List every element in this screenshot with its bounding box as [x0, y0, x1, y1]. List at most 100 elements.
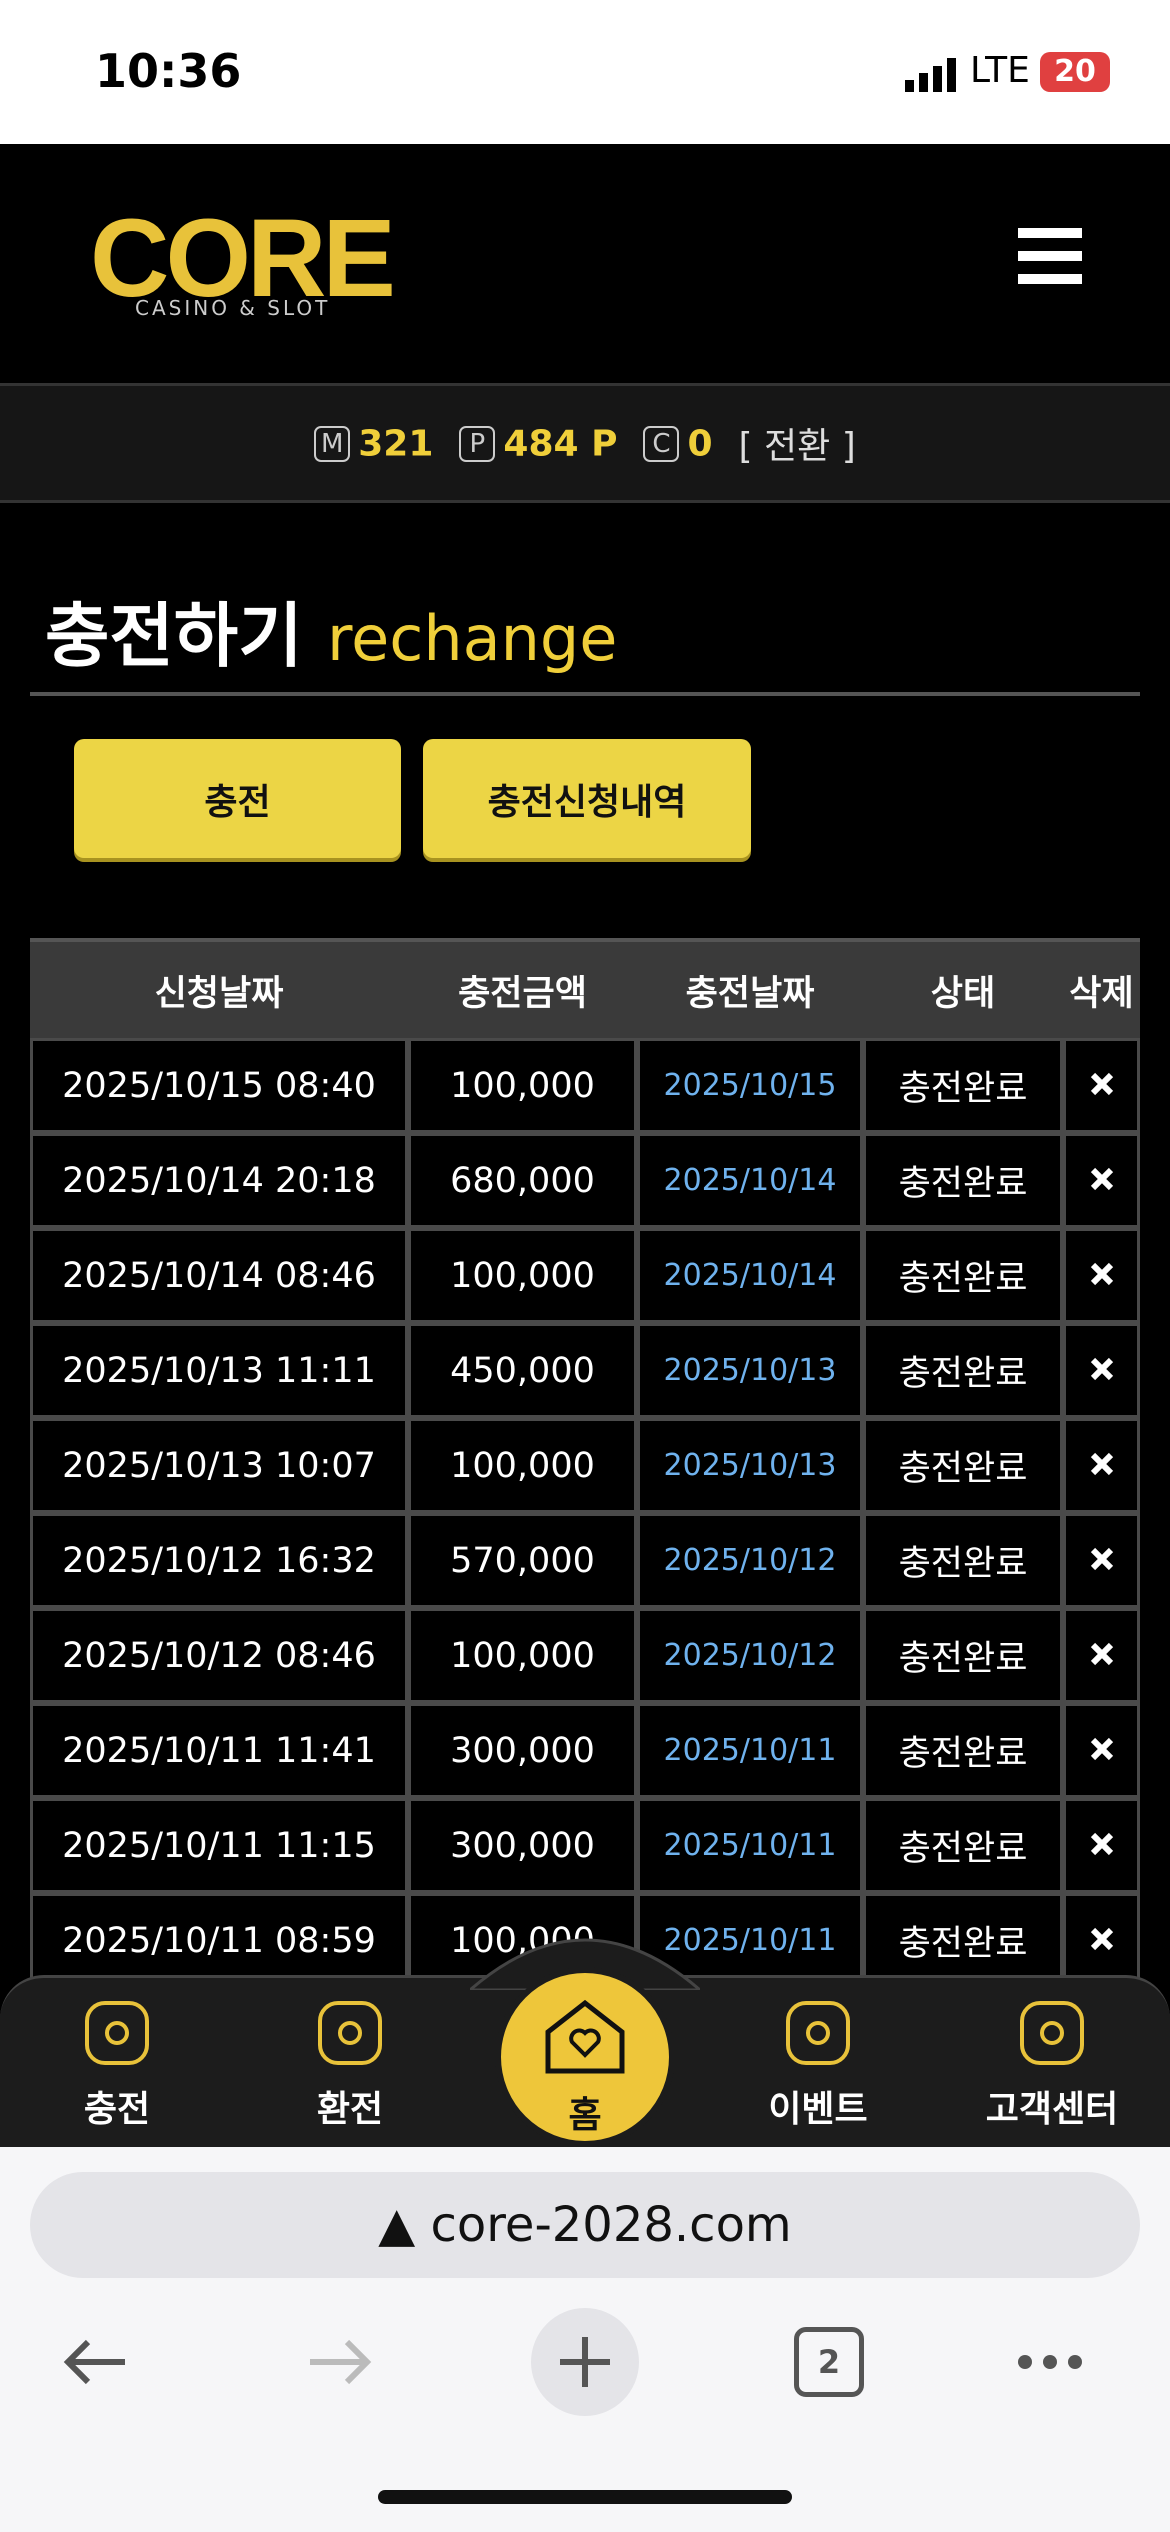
cell: 2025/10/11 — [637, 1798, 863, 1893]
nav-item[interactable]: 고객센터 — [942, 1995, 1162, 2132]
cell: 450,000 — [408, 1323, 637, 1418]
balance-value: 321 — [358, 423, 434, 465]
title-ko: 충전하기 — [45, 595, 303, 677]
delete-icon[interactable] — [1089, 1356, 1115, 1382]
nav-label: 환전 — [316, 2089, 384, 2130]
column-header: 삭제 — [1063, 938, 1140, 1038]
delete-icon[interactable] — [1089, 1261, 1115, 1287]
cell: 충전완료 — [863, 1418, 1063, 1513]
history-table: 신청날짜 충전금액 충전날짜 상태 삭제 2025/10/15 08:40 100,000 2… — [30, 938, 1140, 1988]
battery: 20 — [1040, 52, 1110, 92]
nav-icon — [85, 2001, 149, 2065]
browser-chrome: ▲ core-2028.com 2 — [0, 2147, 1170, 2532]
back-button[interactable] — [60, 2337, 130, 2387]
signal — [905, 58, 956, 92]
home-button[interactable]: 홈 — [495, 1967, 675, 2147]
nav-item[interactable]: 환전 — [240, 1995, 460, 2132]
delete-cell — [1063, 1513, 1140, 1608]
delete-cell — [1063, 1418, 1140, 1513]
cell: 100,000 — [408, 1418, 637, 1513]
delete-cell — [1063, 1038, 1140, 1133]
cell: 100,000 — [408, 1038, 637, 1133]
table-row: 2025/10/11 11:41 300,000 2025/10/11 충전완료 — [30, 1703, 1140, 1798]
table-row: 2025/10/12 08:46 100,000 2025/10/12 충전완료 — [30, 1608, 1140, 1703]
table-row: 2025/10/11 08:59 100,000 2025/10/11 충전완료 — [30, 1893, 1140, 1988]
nav-label: 이벤트 — [768, 2089, 868, 2130]
table-row: 2025/10/13 10:07 100,000 2025/10/13 충전완료 — [30, 1418, 1140, 1513]
column-header: 신청날짜 — [30, 938, 408, 1038]
delete-icon[interactable] — [1089, 1451, 1115, 1477]
cell: 300,000 — [408, 1703, 637, 1798]
cell: 2025/10/14 — [637, 1133, 863, 1228]
column-header: 충전금액 — [408, 938, 637, 1038]
cell: 충전완료 — [863, 1893, 1063, 1988]
time: 10:36 — [95, 44, 242, 98]
delete-icon[interactable] — [1089, 1166, 1115, 1192]
balance-value: 484 P — [503, 423, 618, 465]
table-row: 2025/10/15 08:40 100,000 2025/10/15 충전완료 — [30, 1038, 1140, 1133]
delete-icon[interactable] — [1089, 1546, 1115, 1572]
delete-cell — [1063, 1893, 1140, 1988]
title-en: rechange — [326, 602, 618, 675]
nav-icon — [786, 2001, 850, 2065]
table-row: 2025/10/14 20:18 680,000 2025/10/14 충전완료 — [30, 1133, 1140, 1228]
cell: 2025/10/13 — [637, 1323, 863, 1418]
cell: 2025/10/15 — [637, 1038, 863, 1133]
menu-button[interactable] — [1018, 228, 1082, 284]
cell: 충전완료 — [863, 1228, 1063, 1323]
tab-button[interactable]: 충전 — [74, 739, 401, 858]
cell: 2025/10/13 11:11 — [30, 1323, 408, 1418]
delete-icon[interactable] — [1089, 1831, 1115, 1857]
nav-item[interactable]: 충전 — [7, 1995, 227, 2132]
home-icon — [545, 1999, 625, 2074]
delete-cell — [1063, 1608, 1140, 1703]
cell: 충전완료 — [863, 1608, 1063, 1703]
balance-value: 0 — [687, 423, 713, 465]
cell: 2025/10/11 11:15 — [30, 1798, 408, 1893]
nav-label: 홈 — [568, 2095, 602, 2136]
logo-subtitle: CASINO & SLOT — [135, 296, 331, 320]
url: core-2028.com — [430, 2197, 792, 2253]
more-button[interactable] — [1015, 2352, 1085, 2372]
cell: 2025/10/11 11:41 — [30, 1703, 408, 1798]
delete-icon[interactable] — [1089, 1071, 1115, 1097]
nav-item[interactable]: 이벤트 — [708, 1995, 928, 2132]
cell: 100,000 — [408, 1228, 637, 1323]
convert-button[interactable]: [ 전환 ] — [738, 426, 856, 467]
delete-cell — [1063, 1323, 1140, 1418]
url-bar[interactable]: ▲ core-2028.com — [30, 2172, 1140, 2278]
cell: 2025/10/11 08:59 — [30, 1893, 408, 1988]
balance-bar: M 321 P 484 P C 0 [ 전환 ] — [0, 383, 1170, 503]
cell: 충전완료 — [863, 1798, 1063, 1893]
delete-icon[interactable] — [1089, 1926, 1115, 1952]
cell: 2025/10/15 08:40 — [30, 1038, 408, 1133]
cell: 2025/10/12 16:32 — [30, 1513, 408, 1608]
delete-cell — [1063, 1228, 1140, 1323]
tab-button[interactable]: 충전신청내역 — [423, 739, 751, 858]
cell: 충전완료 — [863, 1323, 1063, 1418]
status-bar: 10:36 LTE 20 — [0, 0, 1170, 144]
delete-icon[interactable] — [1089, 1641, 1115, 1667]
new-tab-button[interactable] — [530, 2307, 640, 2417]
cell: 2025/10/14 08:46 — [30, 1228, 408, 1323]
cell: 충전완료 — [863, 1038, 1063, 1133]
cell: 570,000 — [408, 1513, 637, 1608]
logo[interactable]: CORE — [90, 197, 396, 320]
forward-button[interactable] — [305, 2337, 375, 2387]
balance-item: M 321 — [314, 422, 434, 465]
nav-label: 고객센터 — [985, 2089, 1119, 2130]
cell: 2025/10/12 08:46 — [30, 1608, 408, 1703]
table-row: 2025/10/13 11:11 450,000 2025/10/13 충전완료 — [30, 1323, 1140, 1418]
tab-count[interactable]: 2 — [794, 2327, 864, 2397]
balance-icon: M — [314, 425, 351, 462]
page-title: 충전하기 rechange — [45, 580, 617, 681]
home-indicator — [378, 2490, 792, 2504]
cell: 100,000 — [408, 1608, 637, 1703]
cell: 2025/10/12 — [637, 1608, 863, 1703]
delete-icon[interactable] — [1089, 1736, 1115, 1762]
divider — [30, 692, 1140, 696]
network: LTE — [970, 50, 1030, 91]
cell: 충전완료 — [863, 1703, 1063, 1798]
